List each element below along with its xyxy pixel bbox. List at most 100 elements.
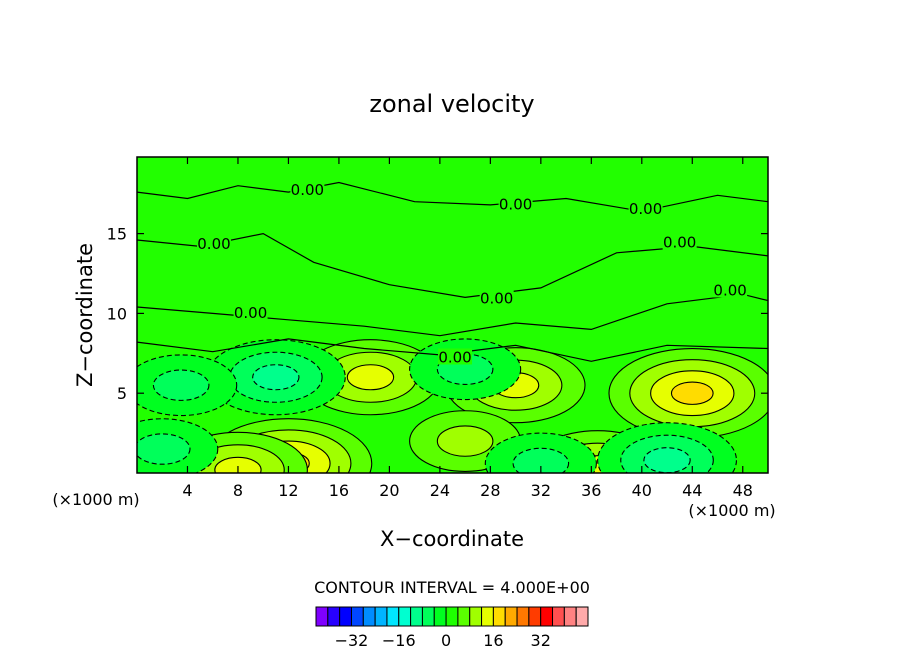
contour-label-bg: [662, 233, 697, 250]
x-axis-label: X−coordinate: [380, 527, 524, 551]
contour-label: 0.00: [713, 281, 746, 299]
contour-label: 0.00: [499, 195, 532, 213]
colorbar-tick-label: 32: [531, 631, 551, 650]
x-tick-label: 8: [233, 481, 243, 500]
contour-label-bg: [479, 289, 514, 306]
x-unit-right: (×1000 m): [688, 501, 775, 520]
colorbar-cell: [410, 606, 423, 627]
contour-line: [214, 456, 262, 473]
contour-label: 0.00: [197, 235, 230, 253]
x-unit-left: (×1000 m): [52, 490, 139, 509]
colorbar-cell: [492, 606, 506, 627]
contour-label-bg: [290, 180, 325, 197]
colorbar-cell: [327, 606, 341, 627]
colorbar-cell: [386, 606, 400, 627]
contour-label-bg: [498, 195, 533, 212]
contour-line: [670, 381, 714, 405]
colorbar-cell: [552, 606, 565, 627]
zero-contour-1: [136, 232, 769, 299]
x-tick-label: 32: [531, 481, 551, 500]
colorbar-cell: [469, 606, 483, 627]
contour-line: [137, 433, 191, 465]
contour-label: 0.00: [438, 348, 471, 366]
x-axis-ticks: 4 8 12 16 20 24 28 32 36 40 44 48: [182, 157, 753, 500]
x-tick-label: 28: [480, 481, 500, 500]
colorbar-cell: [575, 606, 589, 627]
contour-line: [152, 369, 210, 401]
contour-label-bg: [438, 348, 473, 365]
contour-label-bg: [628, 200, 663, 217]
contour-line: [137, 354, 238, 417]
plot-frame: [136, 156, 769, 474]
colorbar-cell: [528, 606, 542, 627]
velocity-band: [437, 425, 493, 457]
colorbar-cell: [350, 606, 364, 627]
plot-area: 0.000.00 0.000.00 0.000.000.00 0.000.00: [136, 156, 769, 474]
colorbar-cell: [433, 606, 447, 627]
chart-title: zonal velocity: [369, 90, 534, 118]
contour-label: 0.00: [663, 234, 696, 252]
contour-labels: 0.000.00 0.000.00 0.000.000.00 0.000.00: [196, 180, 748, 366]
y-axis-ticks: 5 10 15: [107, 225, 768, 403]
colorbar-cell: [516, 606, 530, 627]
colorbar-cell: [421, 606, 435, 627]
velocity-cell-neg-9: [137, 354, 238, 417]
contour-label: 0.00: [629, 200, 662, 218]
contour-line: [650, 370, 735, 417]
contour-label-bg: [196, 235, 231, 252]
x-tick-label: 40: [632, 481, 652, 500]
colorbar-tick-label: −32: [335, 631, 369, 650]
contour-line: [597, 422, 737, 473]
colorbar: [315, 606, 589, 627]
colorbar-tick-label: 16: [483, 631, 503, 650]
y-axis-label: Z−coordinate: [73, 243, 97, 387]
y-tick-label: 15: [107, 225, 127, 244]
velocity-band: [513, 448, 569, 473]
velocity-cell-neg-11: [484, 432, 597, 473]
colorbar-cell: [504, 606, 518, 627]
contour-label-bg: [713, 281, 748, 298]
contour-line: [137, 418, 219, 473]
colorbar-cell: [315, 606, 329, 627]
velocity-band: [153, 370, 209, 401]
y-tick-label: 10: [107, 304, 127, 323]
contour-label: 0.00: [234, 304, 267, 322]
contour-line: [252, 364, 300, 391]
contour-line: [436, 353, 494, 385]
velocity-band: [643, 447, 691, 473]
colorbar-tick-label: −16: [382, 631, 416, 650]
velocity-cell-pos-0: [608, 347, 768, 439]
contour-label-bg: [233, 303, 268, 320]
colorbar-cell: [339, 606, 352, 627]
x-tick-label: 48: [733, 481, 753, 500]
x-tick-label: 16: [329, 481, 349, 500]
colorbar-cell: [362, 606, 376, 627]
x-tick-label: 4: [182, 481, 192, 500]
x-tick-label: 44: [682, 481, 702, 500]
contour-line: [346, 364, 395, 391]
x-tick-label: 20: [379, 481, 399, 500]
velocity-cell-neg-12: [137, 418, 219, 473]
colorbar-cell: [563, 606, 577, 627]
colorbar-cell: [457, 606, 471, 627]
colorbar-tick-label: 0: [441, 631, 451, 650]
x-tick-label: 36: [581, 481, 601, 500]
velocity-band: [214, 457, 262, 473]
contour-interval-text: CONTOUR INTERVAL = 4.000E+00: [314, 578, 590, 597]
colorbar-cell: [540, 606, 554, 627]
contour-label: 0.00: [480, 289, 513, 307]
colorbar-cell: [398, 606, 412, 627]
velocity-band: [347, 364, 394, 390]
velocity-cell-neg-10: [597, 422, 737, 473]
contour-label: 0.00: [291, 181, 324, 199]
colorbar-cell: [374, 606, 388, 627]
colorbar-cell: [445, 606, 459, 627]
velocity-cell-neg-7: [205, 339, 346, 416]
y-tick-label: 5: [117, 384, 127, 403]
x-tick-label: 24: [430, 481, 450, 500]
contour-line: [409, 338, 522, 401]
velocity-band: [671, 382, 714, 405]
velocity-band: [252, 364, 299, 390]
x-tick-label: 12: [278, 481, 298, 500]
